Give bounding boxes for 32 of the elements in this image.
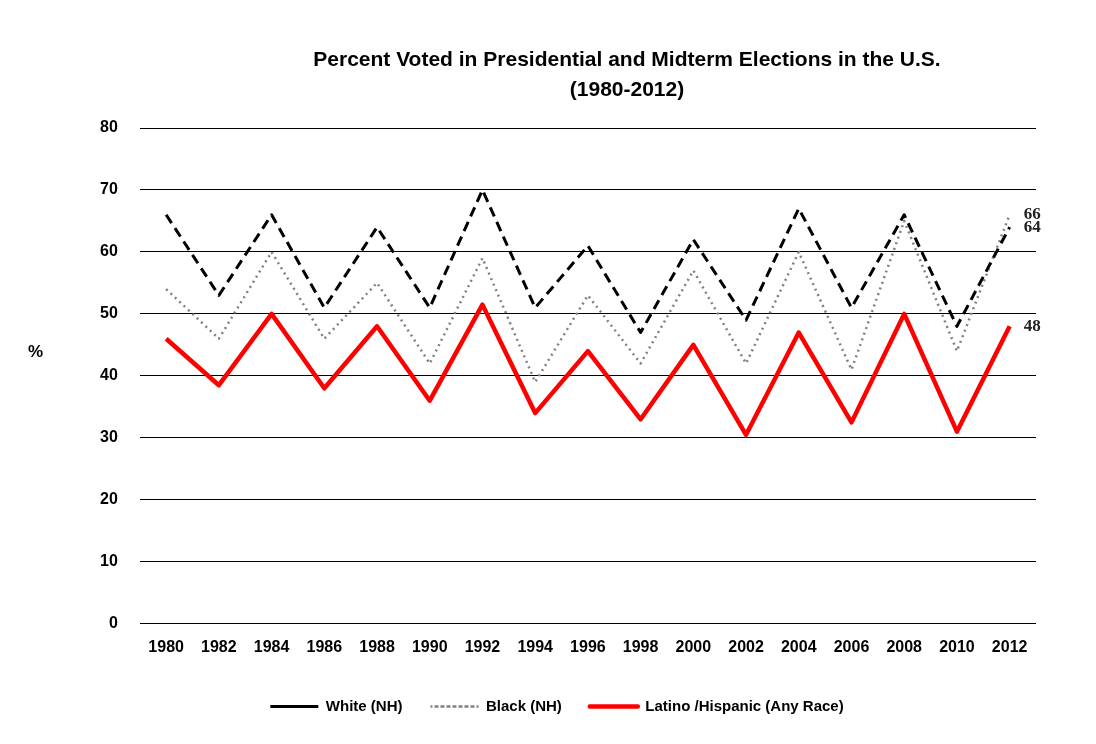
x-tick-label: 1988 [359, 637, 395, 655]
x-tick-label: 1998 [622, 637, 659, 655]
legend-label: White (NH) [325, 696, 403, 714]
x-tick-label: 1996 [570, 637, 606, 655]
y-tick-label: 60 [100, 242, 118, 260]
y-tick-label: 0 [108, 614, 118, 632]
x-tick-label: 1984 [253, 637, 290, 655]
y-tick-label: 20 [100, 490, 118, 508]
y-tick-label: 30 [100, 428, 118, 446]
y-tick-label: 70 [100, 180, 118, 198]
x-tick-label: 2004 [780, 637, 817, 655]
y-tick-label: 50 [100, 304, 118, 322]
x-tick-label: 2010 [939, 637, 975, 655]
legend-label: Latino /Hispanic (Any Race) [645, 696, 844, 714]
x-tick-label: 1986 [306, 637, 343, 655]
x-tick-label: 2006 [833, 637, 870, 655]
x-tick-label: 2000 [675, 637, 712, 655]
x-tick-label: 1994 [517, 637, 554, 655]
x-tick-label: 2008 [886, 637, 923, 655]
x-tick-label: 1990 [411, 637, 448, 655]
y-tick-label: 80 [100, 118, 118, 136]
x-tick-label: 1982 [201, 637, 237, 655]
chart-title: Percent Voted in Presidential and Midterm Elections in the U.S. (1980-2012) [312, 46, 942, 102]
x-tick-label: 2012 [991, 637, 1028, 655]
y-tick-label: 40 [100, 366, 118, 384]
y-axis-title: % [28, 342, 44, 362]
y-tick-label: 10 [100, 552, 118, 570]
data-label: 48 [1023, 315, 1041, 335]
legend-label: Black (NH) [485, 696, 562, 714]
x-tick-label: 1992 [464, 637, 501, 655]
x-tick-label: 1980 [148, 637, 185, 655]
x-tick-label: 2002 [728, 637, 764, 655]
